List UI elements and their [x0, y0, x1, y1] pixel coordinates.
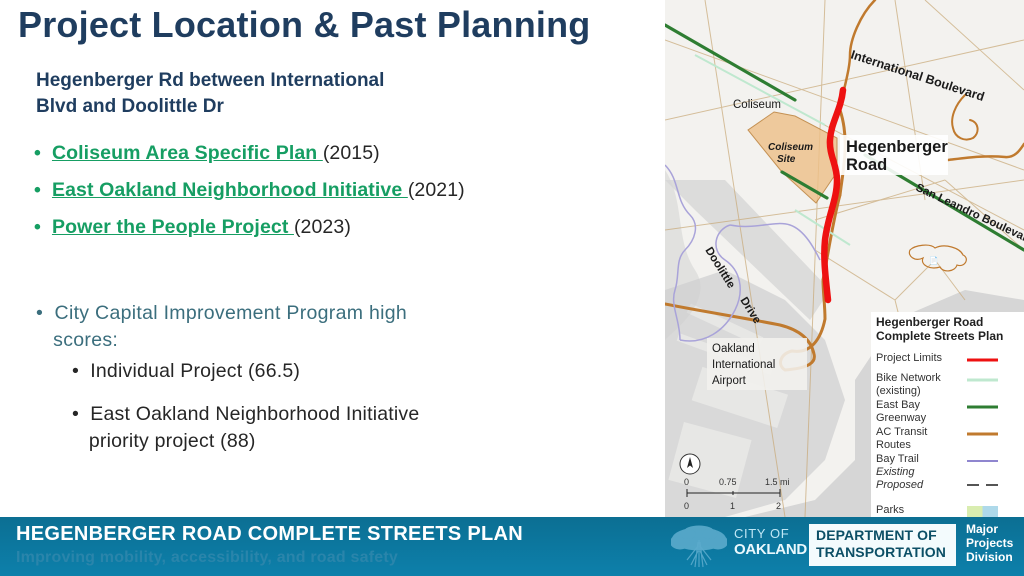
svg-text:1: 1	[730, 501, 735, 511]
svg-text:Hegenberger: Hegenberger	[846, 138, 948, 156]
svg-text:0: 0	[684, 477, 689, 487]
svg-text:Coliseum: Coliseum	[768, 142, 813, 153]
svg-text:International: International	[712, 359, 775, 371]
svg-text:0: 0	[684, 501, 689, 511]
svg-text:0.75: 0.75	[719, 477, 737, 487]
svg-text:Airport: Airport	[712, 375, 747, 387]
svg-text:2: 2	[776, 501, 781, 511]
svg-text:Oakland: Oakland	[712, 343, 755, 355]
svg-text:Road: Road	[846, 156, 887, 174]
svg-text:📄: 📄	[929, 256, 938, 265]
svg-text:Site: Site	[777, 154, 796, 165]
svg-text:1.5 mi: 1.5 mi	[765, 477, 790, 487]
svg-text:Coliseum: Coliseum	[733, 99, 781, 111]
